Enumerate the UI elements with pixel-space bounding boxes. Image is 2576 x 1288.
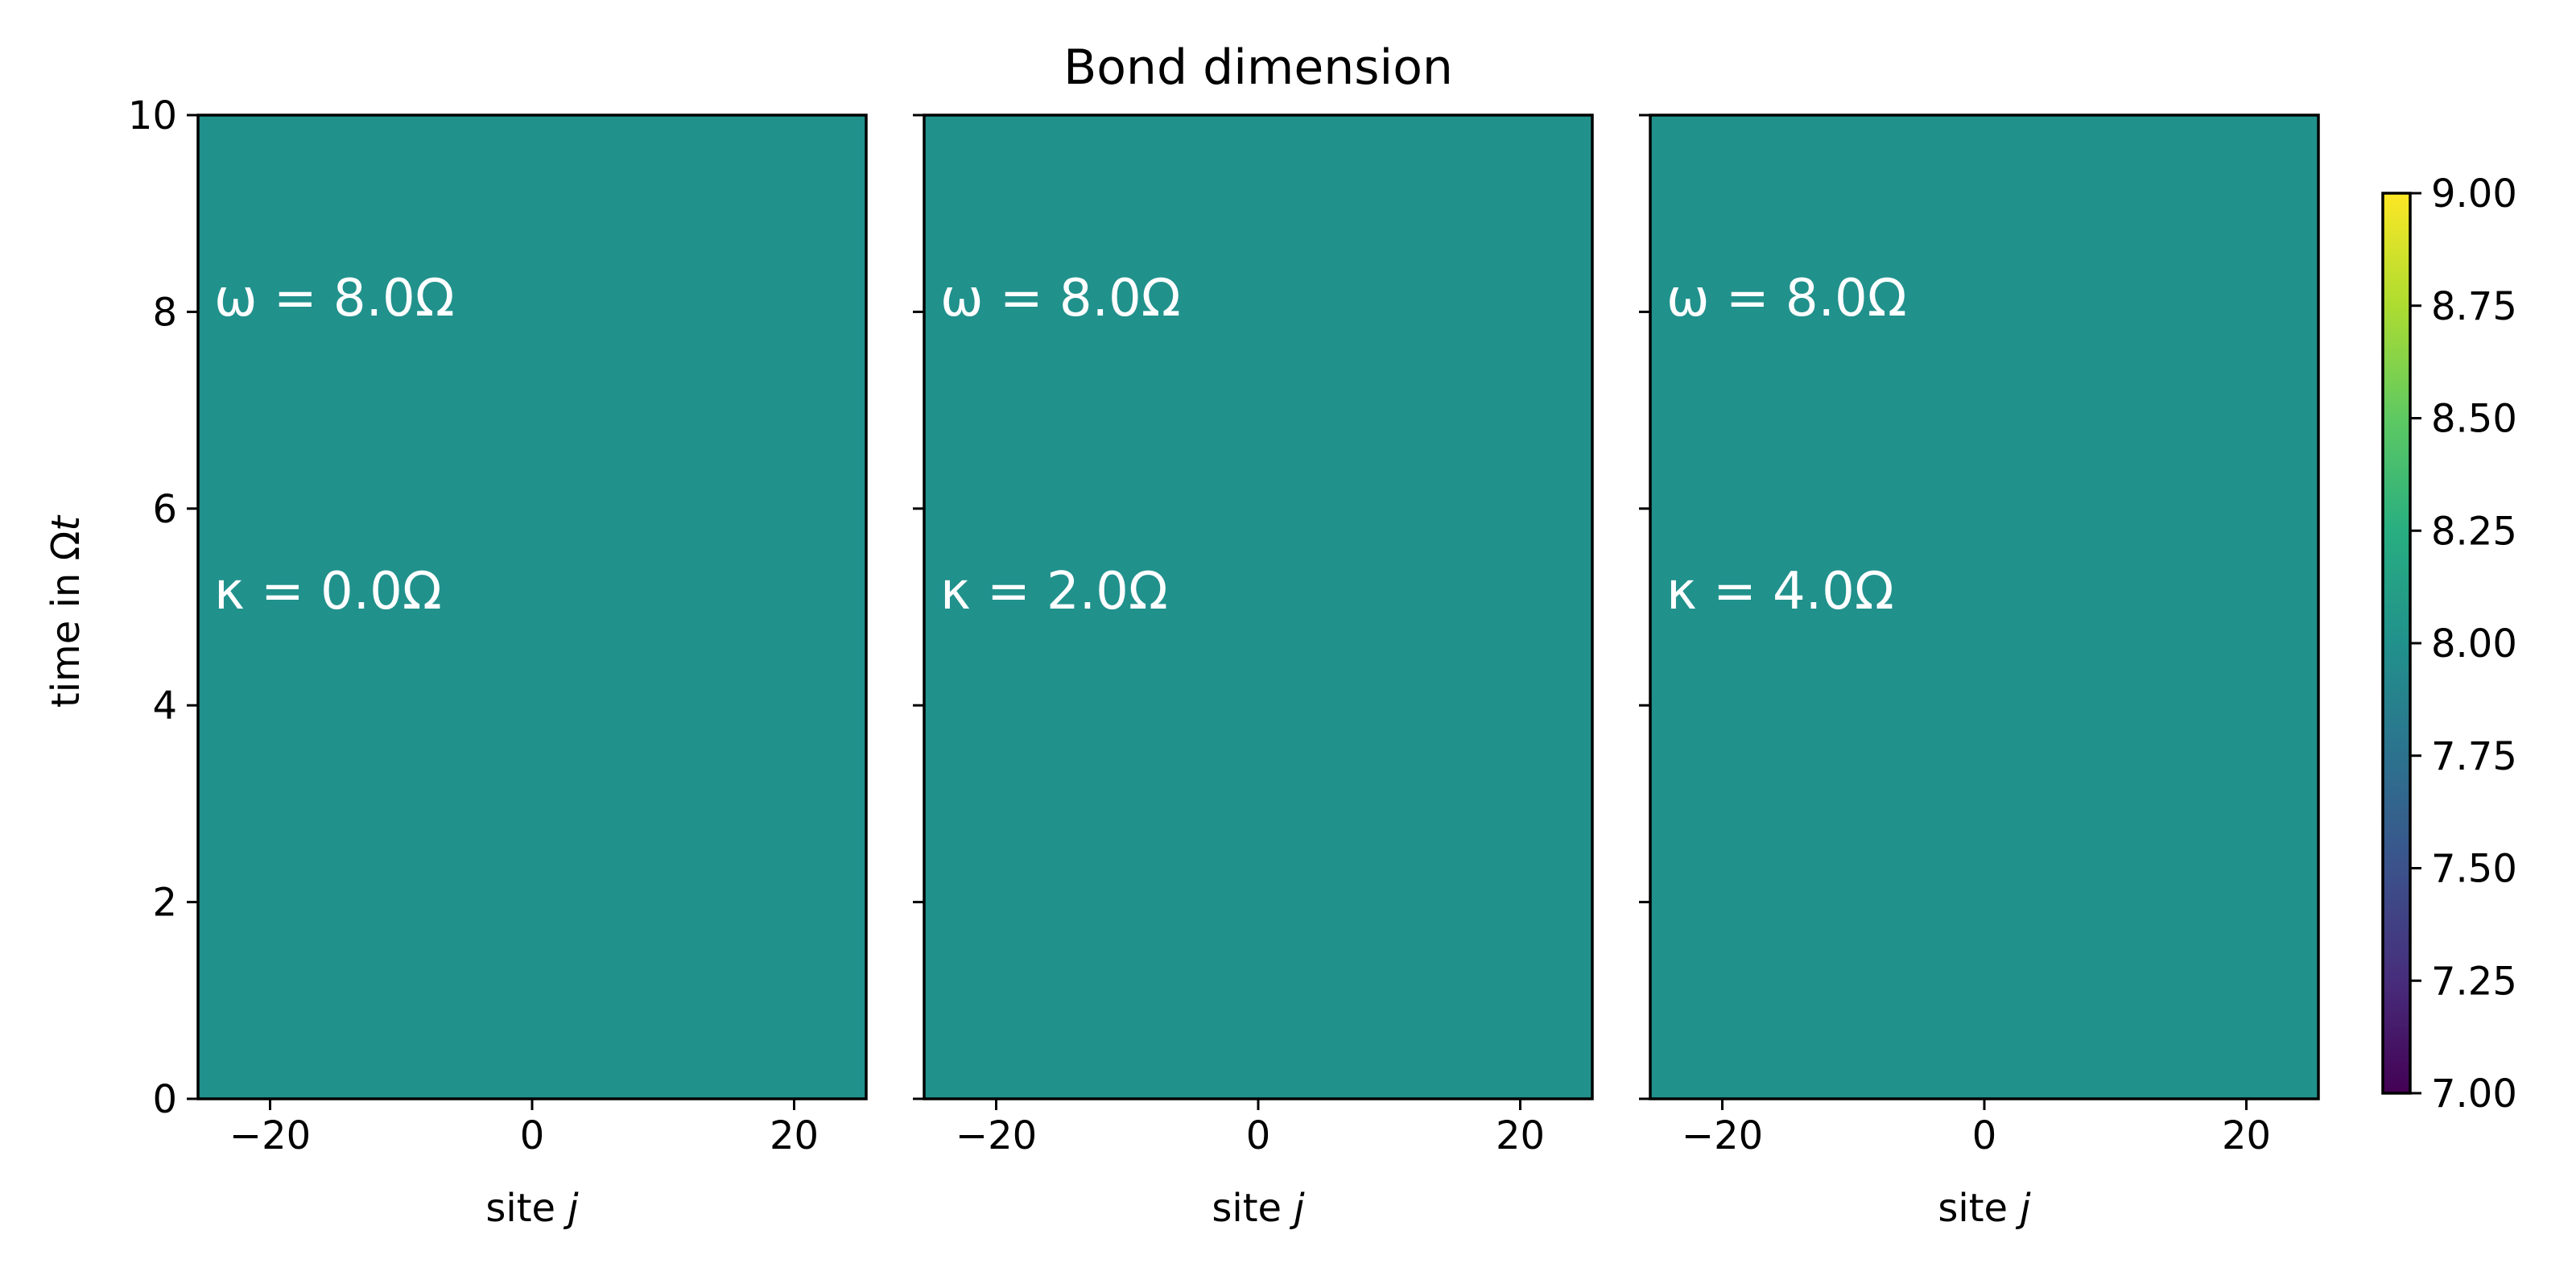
kappa-annotation: κ = 2.0Ω: [940, 562, 1168, 621]
omega-annotation: ω = 8.0Ω: [214, 269, 455, 328]
kappa-annotation: κ = 4.0Ω: [1666, 562, 1894, 621]
colorbar-tick-label: 8.50: [2431, 397, 2517, 442]
y-tick-label: 0: [152, 1077, 177, 1122]
colorbar-tick-label: 8.25: [2431, 509, 2517, 554]
colorbar-tick-label: 7.50: [2431, 847, 2517, 892]
x-tick-label: 0: [1972, 1113, 1997, 1158]
x-axis-label: site j: [1938, 1186, 2031, 1231]
y-tick-label: 2: [152, 881, 177, 926]
chart-title: Bond dimension: [1063, 39, 1453, 96]
x-tick-label: 20: [770, 1113, 819, 1158]
kappa-annotation: κ = 0.0Ω: [214, 562, 442, 621]
colorbar-tick-label: 7.25: [2431, 959, 2517, 1004]
omega-annotation: ω = 8.0Ω: [1666, 269, 1907, 328]
heatmap-cell: [1650, 115, 2318, 1099]
colorbar-tick-label: 8.00: [2431, 621, 2517, 667]
panel-3: −20 0 20 site j ω = 8.0Ω κ = 4.0Ω: [1639, 114, 2320, 1231]
x-tick-label: 0: [520, 1113, 545, 1158]
x-tick-label: 20: [2222, 1113, 2271, 1158]
colorbar-tick-label: 8.75: [2431, 284, 2517, 329]
omega-annotation: ω = 8.0Ω: [940, 269, 1181, 328]
colorbar-tick-label: 7.00: [2431, 1071, 2517, 1117]
colorbar-tick-label: 7.75: [2431, 734, 2517, 779]
colorbar-tick-label: 9.00: [2431, 171, 2517, 217]
y-tick-label: 8: [152, 290, 177, 335]
x-tick-label: 20: [1496, 1113, 1545, 1158]
y-tick-label: 4: [152, 683, 177, 729]
heatmap-cell: [198, 115, 866, 1099]
panel-1: −20 0 20 0 2 4 6 8 10 site j ω = 8.0Ω κ = 0.0Ω: [128, 93, 868, 1231]
x-axis-label: site j: [1212, 1186, 1305, 1231]
y-tick-label: 6: [152, 487, 177, 532]
x-tick-label: 0: [1246, 1113, 1271, 1158]
y-axis-label: time in Ωt: [43, 514, 89, 708]
colorbar: 7.00 7.25 7.50 7.75 8.00 8.25 8.50 8.75 9.00: [2381, 171, 2517, 1117]
panels: −20 0 20 0 2 4 6 8 10 site j ω = 8.0Ω κ = 0.0Ω −20 0 2…: [128, 93, 2320, 1231]
x-tick-label: −20: [229, 1113, 311, 1158]
heatmap-cell: [924, 115, 1592, 1099]
x-tick-label: −20: [1682, 1113, 1763, 1158]
x-tick-label: −20: [956, 1113, 1037, 1158]
x-axis-label: site j: [485, 1186, 579, 1231]
y-tick-label: 10: [128, 93, 177, 138]
panel-2: −20 0 20 site j ω = 8.0Ω κ = 2.0Ω: [913, 114, 1594, 1231]
colorbar-gradient: [2383, 193, 2410, 1093]
